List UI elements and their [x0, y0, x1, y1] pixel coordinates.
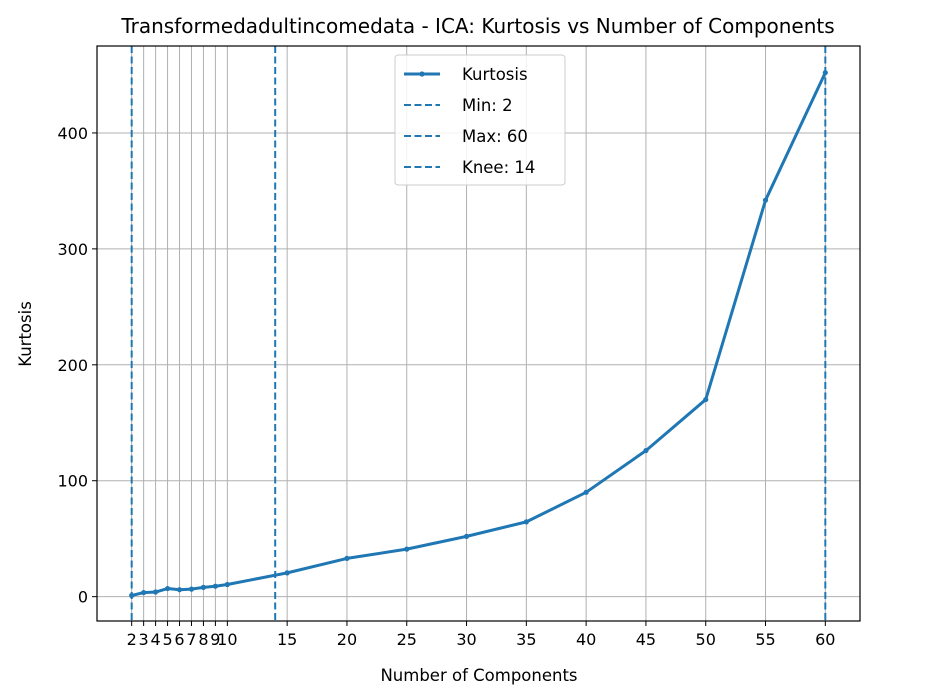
y-axis-ticks: 0 100 200 300 400 [57, 124, 97, 607]
legend-label: Min: 2 [462, 96, 513, 115]
x-tick-label: 35 [516, 630, 536, 649]
legend-label: Knee: 14 [462, 158, 535, 177]
data-point [643, 447, 649, 454]
data-point [703, 396, 709, 403]
legend-label: Kurtosis [462, 65, 528, 84]
x-tick-label: 30 [456, 630, 476, 649]
data-point [762, 197, 769, 203]
chart-title: Transformedadultincomedata - ICA: Kurtos… [120, 14, 834, 38]
x-tick-label: 25 [397, 630, 417, 649]
data-point [212, 583, 218, 589]
legend: Kurtosis Min: 2 Max: 60 Knee: 14 [394, 54, 566, 186]
x-tick-label: 8 [198, 630, 208, 649]
x-tick-label: 10 [217, 630, 237, 649]
x-tick-label: 6 [174, 630, 184, 649]
data-point [404, 546, 410, 552]
data-point [129, 592, 135, 599]
legend-label: Max: 60 [462, 127, 528, 146]
x-tick-label: 2 [127, 630, 137, 649]
legend-swatch-marker [419, 71, 425, 77]
legend-box [394, 54, 566, 186]
x-axis-ticks: 2 3 4 5 6 7 8 910 15 20 25 30 35 40 45 50 55 60 [127, 621, 835, 649]
x-tick-label: 9 [210, 630, 220, 649]
data-point [141, 589, 147, 596]
x-tick-label: 7 [186, 630, 196, 649]
data-point [153, 589, 159, 595]
x-tick-label: 5 [162, 630, 172, 649]
x-tick-label: 15 [277, 630, 297, 649]
plot-frame [96, 45, 861, 622]
x-tick-label: 55 [755, 630, 775, 649]
legend-entry: Max: 60 [404, 127, 528, 146]
data-point [224, 581, 230, 588]
data-point [188, 586, 195, 592]
series-layer [129, 70, 828, 599]
data-point [463, 533, 470, 539]
x-tick-label: 45 [636, 630, 656, 649]
x-tick-label: 40 [576, 630, 596, 649]
y-tick-label: 200 [57, 356, 88, 375]
y-tick-label: 400 [57, 124, 88, 143]
legend-entry: Kurtosis [404, 65, 528, 84]
y-axis-label: Kurtosis [16, 301, 35, 367]
data-point [583, 489, 589, 495]
data-point [344, 555, 350, 561]
y-tick-label: 300 [57, 240, 88, 259]
legend-entry: Min: 2 [404, 96, 513, 115]
data-point [822, 70, 828, 76]
x-tick-label: 60 [815, 630, 835, 649]
data-point [164, 585, 171, 592]
y-tick-label: 0 [78, 588, 88, 607]
y-tick-label: 100 [57, 472, 88, 491]
x-tick-label: 4 [151, 630, 161, 649]
data-point [176, 587, 183, 593]
legend-entry: Knee: 14 [404, 158, 535, 177]
x-tick-label: 50 [696, 630, 716, 649]
x-tick-label: 20 [337, 630, 357, 649]
data-point [523, 519, 529, 525]
x-tick-label: 3 [139, 630, 149, 649]
data-point [200, 584, 207, 590]
reference-lines [130, 46, 827, 621]
data-point [284, 570, 290, 576]
x-axis-label: Number of Components [380, 666, 577, 685]
